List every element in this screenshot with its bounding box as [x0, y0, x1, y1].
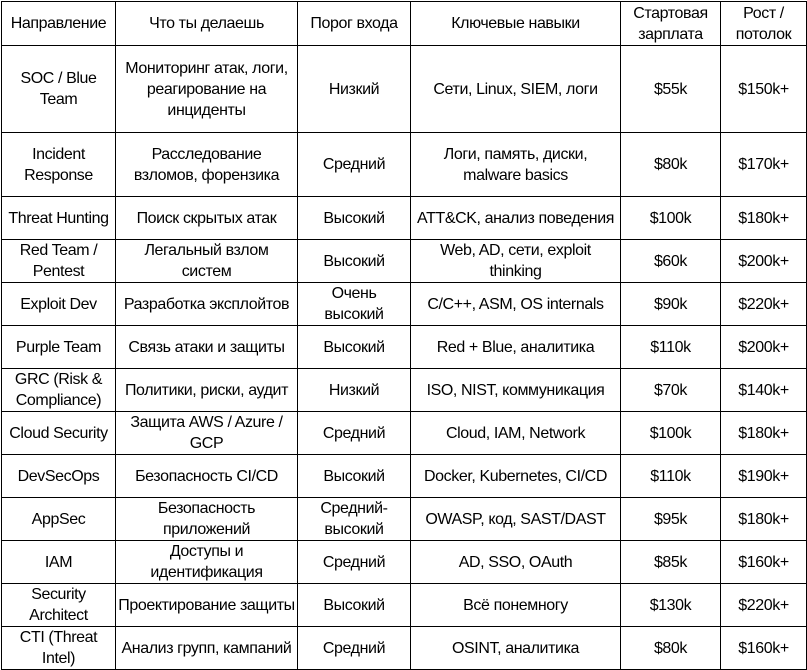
cell-starting-salary: $80k — [620, 132, 721, 197]
cell-direction: CTI (Threat Intel) — [1, 626, 116, 670]
cell-what-you-do: Безопасность CI/CD — [115, 454, 298, 498]
cell-growth-ceiling: $190k+ — [720, 454, 807, 498]
cell-direction: Threat Hunting — [1, 196, 116, 240]
cell-what-you-do: Связь атаки и защиты — [115, 325, 298, 369]
header-growth-ceiling: Рост / потолок — [720, 1, 807, 46]
header-entry-threshold: Порог входа — [297, 1, 411, 46]
table-row: Security Architect Проектирование защиты В… — [1, 583, 807, 627]
cell-direction: Incident Response — [1, 132, 116, 197]
cell-direction: Red Team / Pentest — [1, 239, 116, 283]
cell-key-skills: Всё понемногу — [410, 583, 621, 627]
cell-entry-threshold: Высокий — [297, 454, 411, 498]
cell-growth-ceiling: $140k+ — [720, 368, 807, 412]
cell-what-you-do: Проектирование защиты — [115, 583, 298, 627]
cell-starting-salary: $130k — [620, 583, 721, 627]
cell-growth-ceiling: $200k+ — [720, 325, 807, 369]
header-starting-salary: Стартовая зарплата — [620, 1, 721, 46]
table-row: DevSecOps Безопасность CI/CD Высокий Docker… — [1, 454, 807, 498]
cell-entry-threshold: Низкий — [297, 45, 411, 133]
cell-key-skills: ISO, NIST, коммуникация — [410, 368, 621, 412]
header-direction: Направление — [1, 1, 116, 46]
cell-direction: Cloud Security — [1, 411, 116, 455]
cell-entry-threshold: Средний — [297, 540, 411, 584]
cell-entry-threshold: Средний — [297, 411, 411, 455]
cell-direction: GRC (Risk & Compliance) — [1, 368, 116, 412]
cell-entry-threshold: Высокий — [297, 239, 411, 283]
table-row: Cloud Security Защита AWS / Azure / GCP Ср… — [1, 411, 807, 455]
cell-growth-ceiling: $180k+ — [720, 411, 807, 455]
cell-key-skills: OWASP, код, SAST/DAST — [410, 497, 621, 541]
cell-starting-salary: $110k — [620, 454, 721, 498]
cell-what-you-do: Легальный взлом систем — [115, 239, 298, 283]
cell-entry-threshold: Высокий — [297, 325, 411, 369]
cell-key-skills: Сети, Linux, SIEM, логи — [410, 45, 621, 133]
cell-entry-threshold: Высокий — [297, 196, 411, 240]
cell-growth-ceiling: $150k+ — [720, 45, 807, 133]
header-what-you-do: Что ты делаешь — [115, 1, 298, 46]
table-row: Threat Hunting Поиск скрытых атак Высокий A… — [1, 196, 807, 240]
cell-what-you-do: Политики, риски, аудит — [115, 368, 298, 412]
table-row: Purple Team Связь атаки и защиты Высокий Re… — [1, 325, 807, 369]
cell-starting-salary: $100k — [620, 411, 721, 455]
cell-growth-ceiling: $180k+ — [720, 497, 807, 541]
header-row: Направление Что ты делаешь Порог входа К… — [1, 1, 807, 46]
cell-direction: Purple Team — [1, 325, 116, 369]
cell-key-skills: AD, SSO, OAuth — [410, 540, 621, 584]
cell-direction: SOC / Blue Team — [1, 45, 116, 133]
cell-direction: DevSecOps — [1, 454, 116, 498]
table-row: Exploit Dev Разработка эксплойтов Очень вы… — [1, 282, 807, 326]
cell-direction: Exploit Dev — [1, 282, 116, 326]
cell-starting-salary: $90k — [620, 282, 721, 326]
cell-starting-salary: $60k — [620, 239, 721, 283]
table-row: SOC / Blue Team Мониторинг атак, логи, ре… — [1, 45, 807, 133]
cell-starting-salary: $70k — [620, 368, 721, 412]
cell-growth-ceiling: $160k+ — [720, 626, 807, 670]
table-row: Red Team / Pentest Легальный взлом систем… — [1, 239, 807, 283]
cell-entry-threshold: Очень высокий — [297, 282, 411, 326]
header-key-skills: Ключевые навыки — [410, 1, 621, 46]
cell-key-skills: OSINT, аналитика — [410, 626, 621, 670]
cell-growth-ceiling: $180k+ — [720, 196, 807, 240]
cell-direction: AppSec — [1, 497, 116, 541]
cell-entry-threshold: Низкий — [297, 368, 411, 412]
table-row: CTI (Threat Intel) Анализ групп, кампаний… — [1, 626, 807, 670]
cell-direction: Security Architect — [1, 583, 116, 627]
cell-key-skills: Red + Blue, аналитика — [410, 325, 621, 369]
cell-starting-salary: $100k — [620, 196, 721, 240]
cell-key-skills: Cloud, IAM, Network — [410, 411, 621, 455]
cell-what-you-do: Разработка эксплойтов — [115, 282, 298, 326]
cell-what-you-do: Анализ групп, кампаний — [115, 626, 298, 670]
cell-key-skills: ATT&CK, анализ поведения — [410, 196, 621, 240]
cell-growth-ceiling: $220k+ — [720, 583, 807, 627]
cell-entry-threshold: Высокий — [297, 583, 411, 627]
cell-starting-salary: $55k — [620, 45, 721, 133]
table-row: GRC (Risk & Compliance) Политики, риски, … — [1, 368, 807, 412]
cell-growth-ceiling: $160k+ — [720, 540, 807, 584]
cell-starting-salary: $85k — [620, 540, 721, 584]
cell-entry-threshold: Средний — [297, 132, 411, 197]
cell-key-skills: C/C++, ASM, OS internals — [410, 282, 621, 326]
cell-starting-salary: $80k — [620, 626, 721, 670]
cell-what-you-do: Мониторинг атак, логи, реагирование на и… — [115, 45, 298, 133]
table-row: AppSec Безопасность приложений Средний-выс… — [1, 497, 807, 541]
cell-growth-ceiling: $170k+ — [720, 132, 807, 197]
table-row: IAM Доступы и идентификация Средний AD, SSO… — [1, 540, 807, 584]
cell-starting-salary: $95k — [620, 497, 721, 541]
cell-what-you-do: Поиск скрытых атак — [115, 196, 298, 240]
cell-starting-salary: $110k — [620, 325, 721, 369]
cell-entry-threshold: Средний-высокий — [297, 497, 411, 541]
cell-what-you-do: Безопасность приложений — [115, 497, 298, 541]
cell-what-you-do: Расследование взломов, форензика — [115, 132, 298, 197]
cell-entry-threshold: Средний — [297, 626, 411, 670]
cell-growth-ceiling: $200k+ — [720, 239, 807, 283]
cell-key-skills: Web, AD, сети, exploit thinking — [410, 239, 621, 283]
cell-what-you-do: Защита AWS / Azure / GCP — [115, 411, 298, 455]
cell-what-you-do: Доступы и идентификация — [115, 540, 298, 584]
cell-key-skills: Логи, память, диски, malware basics — [410, 132, 621, 197]
cell-key-skills: Docker, Kubernetes, CI/CD — [410, 454, 621, 498]
table-row: Incident Response Расследование взломов, … — [1, 132, 807, 197]
cell-direction: IAM — [1, 540, 116, 584]
cell-growth-ceiling: $220k+ — [720, 282, 807, 326]
